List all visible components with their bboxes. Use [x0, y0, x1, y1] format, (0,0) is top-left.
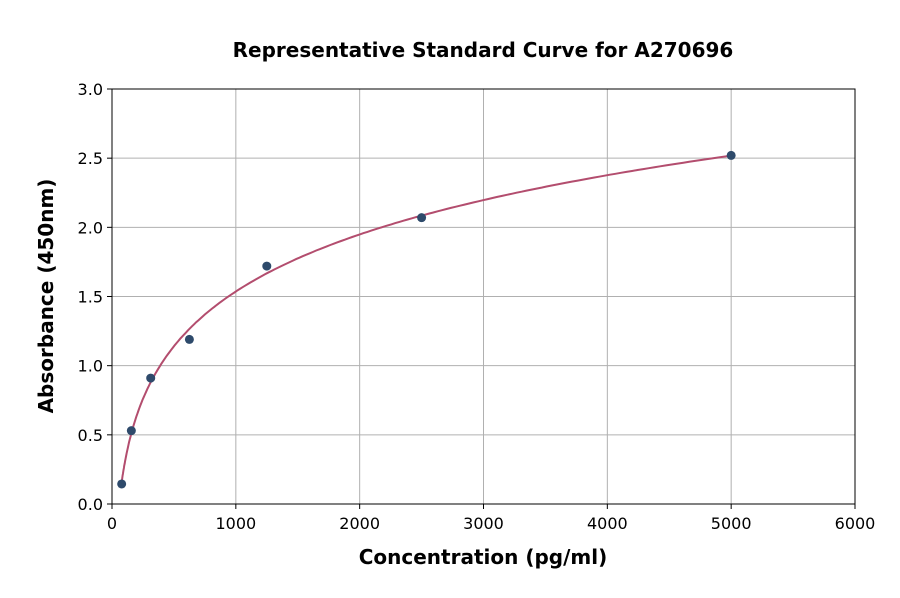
- x-tick-label: 6000: [835, 514, 876, 533]
- y-tick-label: 2.5: [78, 149, 103, 168]
- data-points: [117, 150, 736, 489]
- data-point: [262, 261, 272, 271]
- y-tick-label: 3.0: [78, 80, 103, 99]
- y-tick-label: 1.5: [78, 288, 103, 307]
- y-axis-ticks: 0.0 0.5 1.0 1.5 2.0 2.5 3.0: [78, 80, 112, 514]
- x-tick-label: 5000: [711, 514, 752, 533]
- x-tick-label: 2000: [339, 514, 380, 533]
- y-axis-label: Absorbance (450nm): [34, 179, 58, 414]
- x-tick-label: 1000: [215, 514, 256, 533]
- data-point: [126, 426, 136, 436]
- data-point: [726, 150, 736, 160]
- y-tick-label: 2.0: [78, 218, 103, 237]
- chart-title: Representative Standard Curve for A27069…: [233, 38, 734, 62]
- fit-curve: [120, 154, 732, 483]
- x-tick-label: 3000: [463, 514, 504, 533]
- data-point: [417, 213, 427, 223]
- y-tick-label: 1.0: [78, 357, 103, 376]
- y-tick-label: 0.5: [78, 426, 103, 445]
- fit-curve-line: [120, 154, 732, 483]
- y-tick-label: 0.0: [78, 495, 103, 514]
- x-tick-label: 4000: [587, 514, 628, 533]
- data-point: [184, 334, 194, 344]
- data-point: [117, 479, 127, 489]
- x-axis-ticks: 0 1000 2000 3000 4000 5000 6000: [107, 504, 875, 533]
- data-point: [146, 373, 156, 383]
- x-tick-label: 0: [107, 514, 117, 533]
- x-axis-label: Concentration (pg/ml): [359, 545, 608, 569]
- grid: [111, 88, 856, 505]
